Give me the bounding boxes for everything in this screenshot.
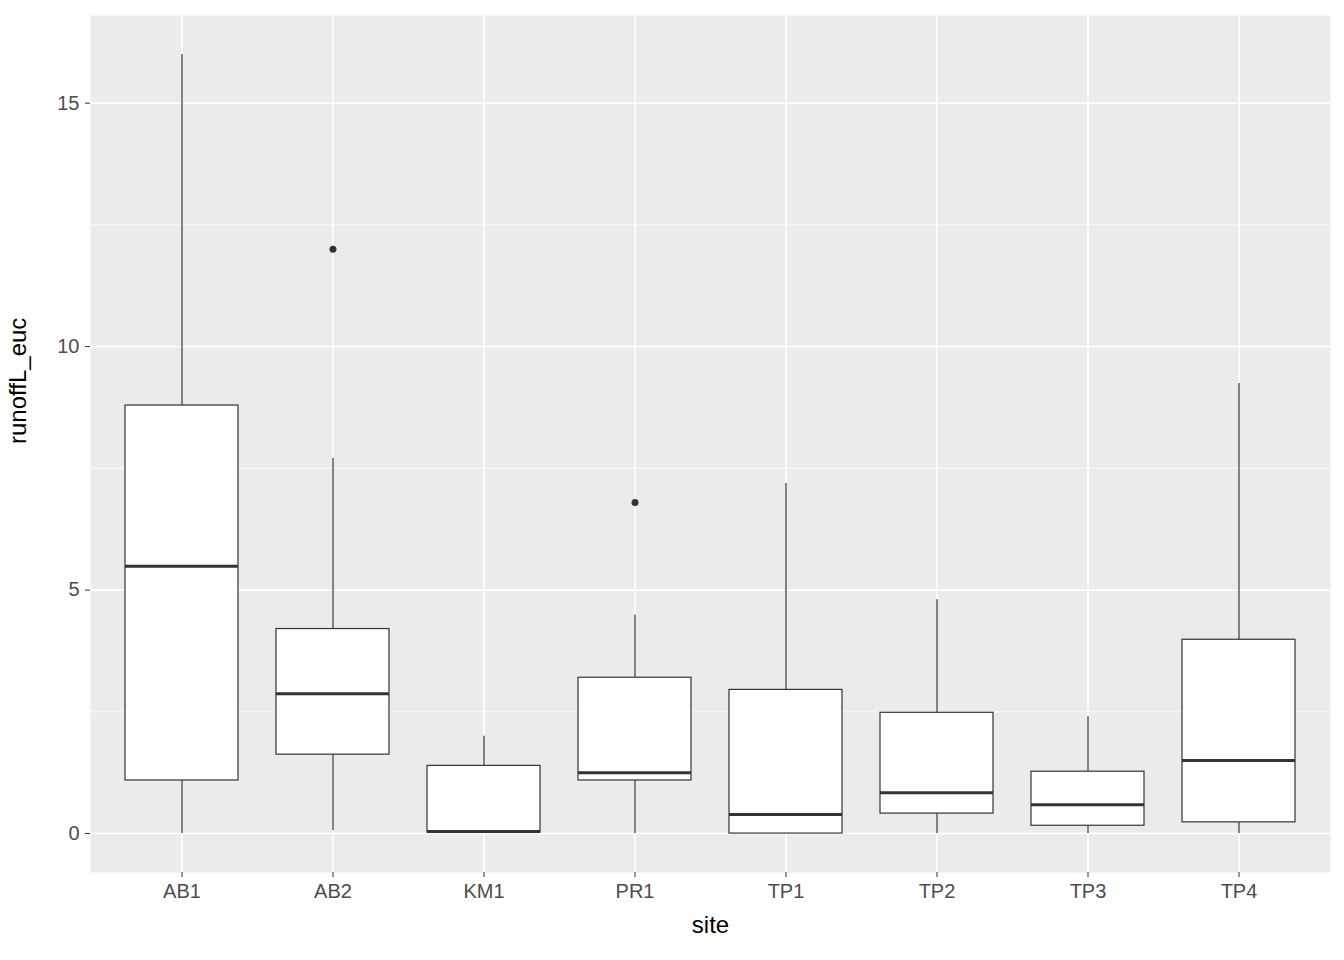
svg-text:site: site	[692, 911, 729, 938]
svg-text:TP3: TP3	[1070, 880, 1107, 902]
svg-text:AB2: AB2	[314, 880, 352, 902]
svg-text:KM1: KM1	[463, 880, 504, 902]
svg-text:TP4: TP4	[1221, 880, 1258, 902]
svg-text:0: 0	[68, 822, 79, 844]
svg-text:AB1: AB1	[163, 880, 201, 902]
svg-text:PR1: PR1	[616, 880, 655, 902]
svg-text:5: 5	[68, 578, 79, 600]
svg-text:10: 10	[57, 335, 79, 357]
svg-text:15: 15	[57, 92, 79, 114]
svg-text:TP1: TP1	[768, 880, 805, 902]
svg-text:TP2: TP2	[919, 880, 956, 902]
svg-text:runoffL_euc: runoffL_euc	[4, 318, 31, 444]
